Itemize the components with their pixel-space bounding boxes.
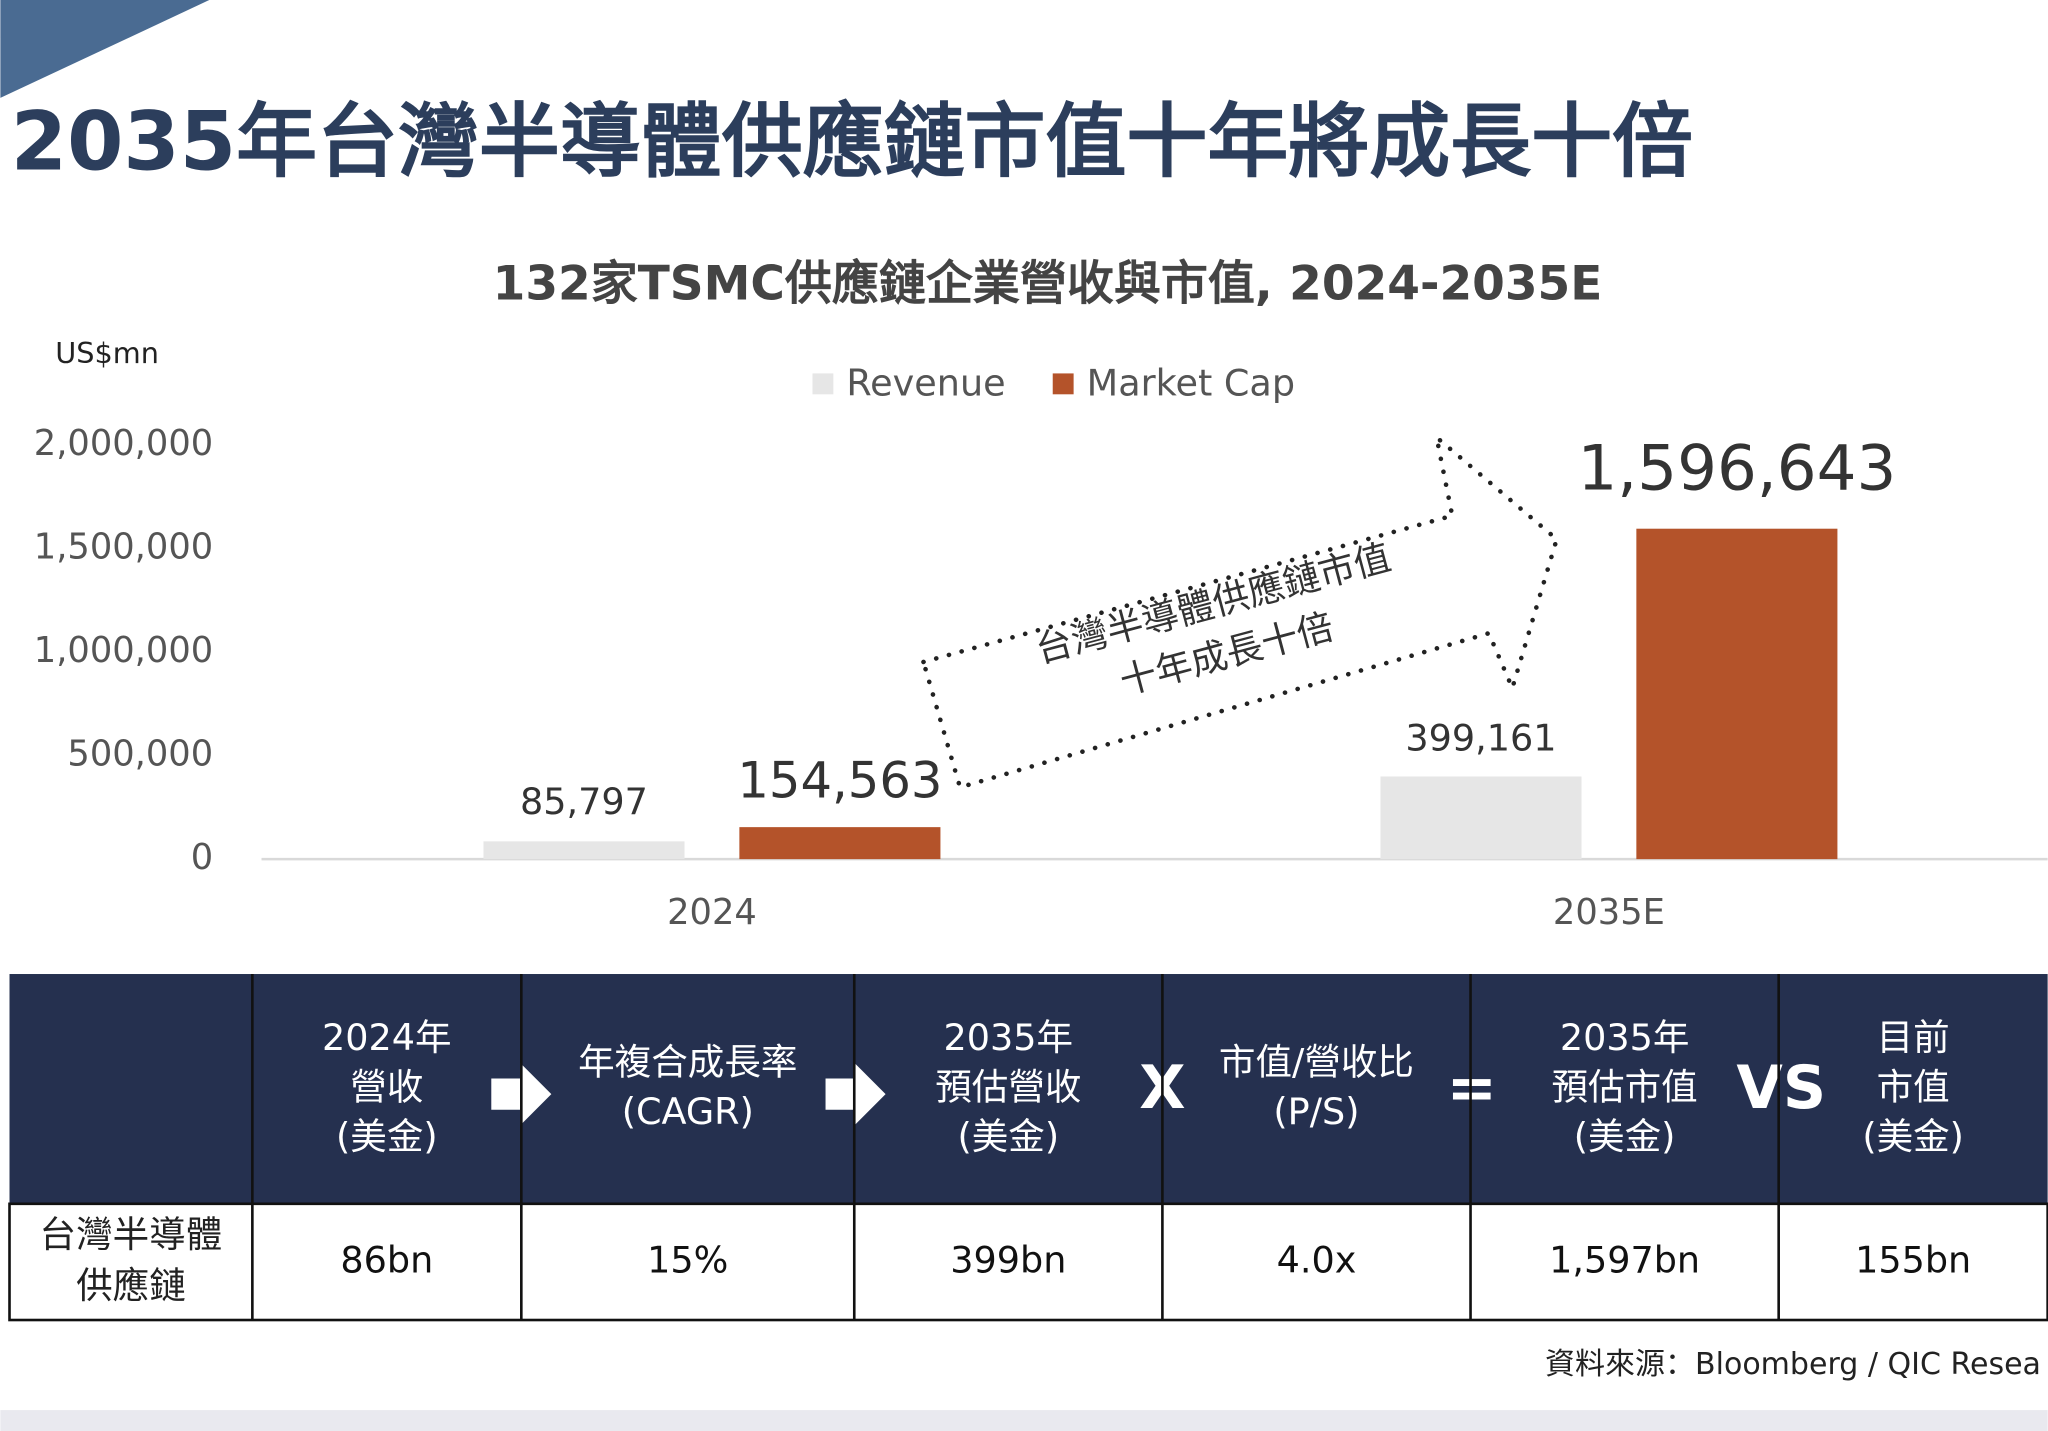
table-header-text: (美金)	[958, 1115, 1060, 1158]
table-cell: 4.0x	[1277, 1238, 1357, 1281]
table-header-text: 2024年	[322, 1016, 452, 1059]
bar	[1380, 776, 1582, 860]
table-cell: 15%	[647, 1238, 728, 1281]
table-row	[8, 1202, 2048, 1322]
table-header-text: 市值	[1877, 1065, 1950, 1108]
corner-decoration	[0, 0, 210, 98]
legend-swatch	[1052, 373, 1074, 395]
y-tick-label: 0	[191, 837, 213, 878]
legend-label: Market Cap	[1087, 362, 1295, 405]
table-cell: 86bn	[340, 1238, 433, 1281]
slide-title: 2035年台灣半導體供應鏈市值十年將成長十倍	[11, 96, 1693, 190]
value-label: 154,563	[737, 752, 942, 810]
bar	[483, 841, 685, 860]
y-tick-label: 1,000,000	[34, 630, 213, 671]
table-header-text: (美金)	[336, 1115, 438, 1158]
table-header-text: 預估營收	[935, 1065, 1081, 1108]
table-header-text: 2035年	[1560, 1016, 1690, 1059]
x-tick-label: 2024	[667, 892, 757, 933]
row-label: 台灣半導體	[40, 1213, 223, 1256]
table-header-text: (P/S)	[1273, 1090, 1359, 1133]
y-tick-label: 2,000,000	[34, 423, 213, 464]
table-header-text: (美金)	[1862, 1115, 1964, 1158]
table-cell: 1,597bn	[1549, 1238, 1700, 1281]
y-tick-label: 500,000	[67, 734, 213, 775]
table-header-text: 預估市值	[1552, 1065, 1698, 1108]
operator: VS	[1736, 1053, 1826, 1123]
legend-label: Revenue	[846, 362, 1005, 405]
chart-title: 132家TSMC供應鏈企業營收與市值, 2024-2035E	[493, 257, 1603, 312]
table-cell: 155bn	[1855, 1238, 1971, 1281]
value-label: 1,596,643	[1577, 432, 1896, 505]
table-header-text: 年複合成長率	[578, 1041, 797, 1084]
table-header-text: (CAGR)	[622, 1090, 754, 1133]
row-label: 供應鏈	[76, 1264, 186, 1307]
source-note: 資料來源：Bloomberg / QIC Resea	[1545, 1347, 2041, 1382]
table-header-text: 目前	[1877, 1016, 1950, 1059]
table-header-bg	[9, 974, 2048, 1204]
bottom-strip	[0, 1410, 2048, 1431]
value-label: 85,797	[520, 780, 648, 823]
value-label: 399,161	[1405, 716, 1556, 759]
annotation: 台灣半導體供應鏈市值 十年成長十倍	[1031, 536, 1395, 704]
y-tick-label: 1,500,000	[34, 527, 213, 568]
table-header-text: (美金)	[1574, 1115, 1676, 1158]
bar	[1636, 528, 1838, 860]
table-header-text: 市值/營收比	[1219, 1041, 1414, 1084]
table-header-text: 2035年	[944, 1016, 1074, 1059]
legend-swatch	[812, 373, 834, 395]
bar	[739, 827, 941, 860]
x-tick-label: 2035E	[1553, 892, 1665, 933]
table-cell: 399bn	[950, 1238, 1066, 1281]
y-axis-label: US$mn	[55, 336, 159, 370]
table-header-text: 營收	[350, 1065, 423, 1108]
